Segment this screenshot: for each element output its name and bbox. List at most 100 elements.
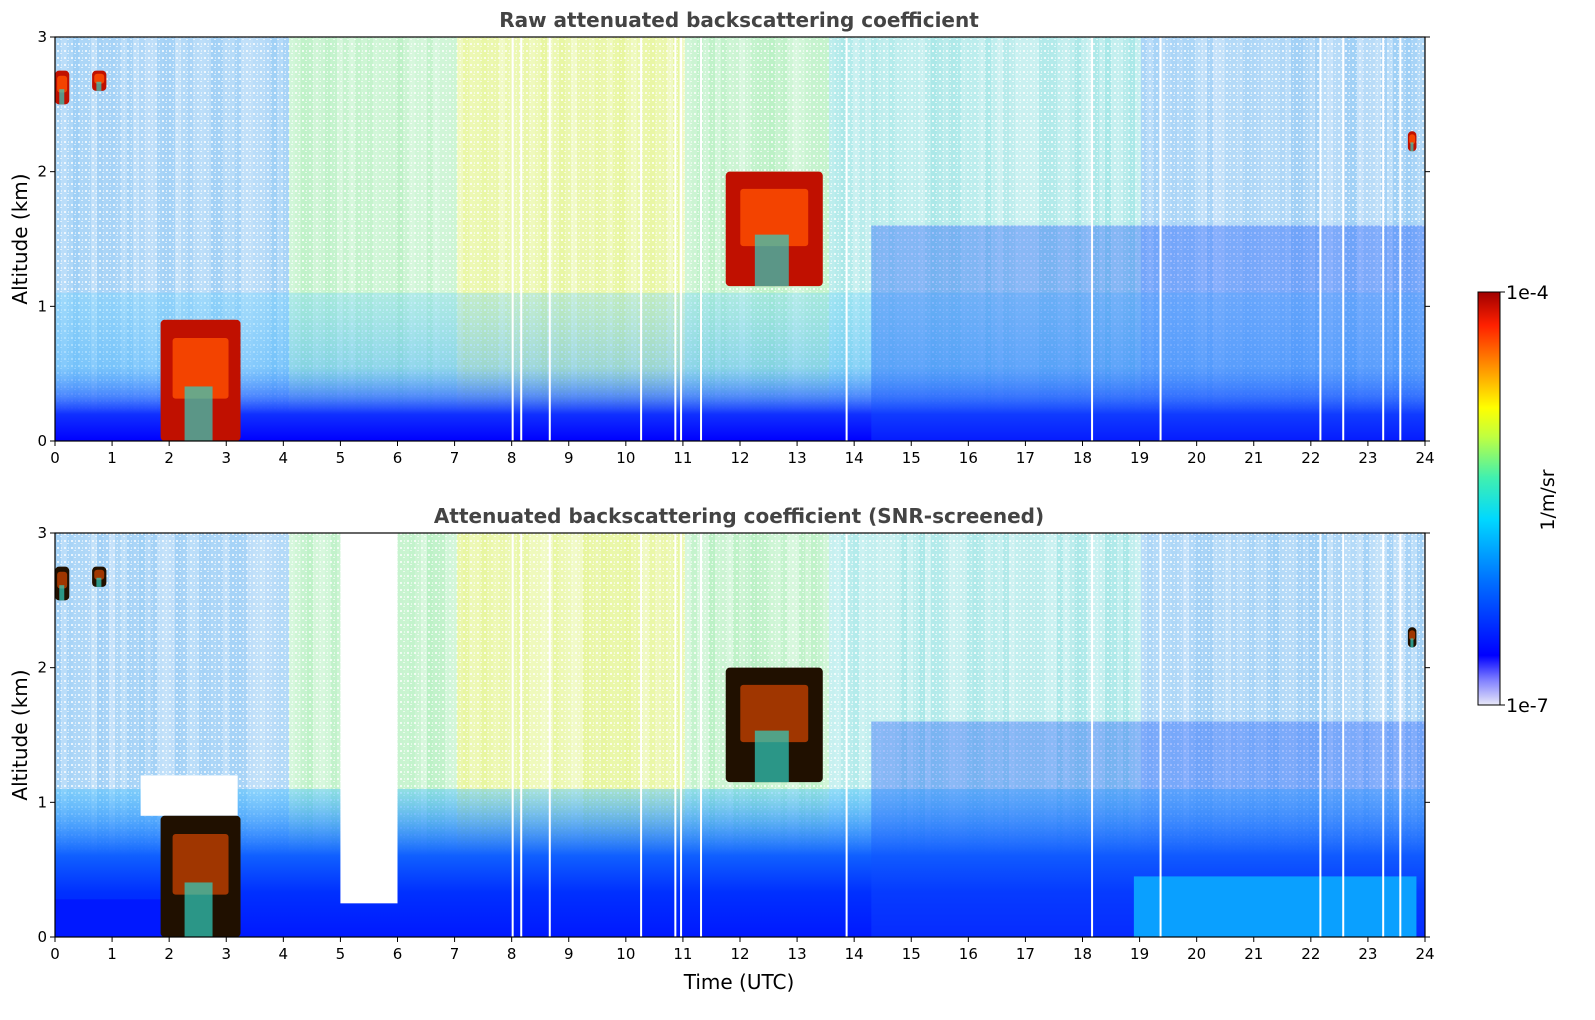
x-tick-label: 23	[1358, 945, 1377, 963]
x-tick-label: 21	[1244, 945, 1263, 963]
data-gap	[1382, 37, 1385, 441]
x-tick-label: 6	[393, 945, 403, 963]
data-gap	[520, 533, 523, 937]
cloud-feature	[1407, 627, 1417, 648]
x-tick-label: 15	[902, 945, 921, 963]
x-tick-label: 14	[845, 449, 864, 467]
data-gap	[1399, 37, 1402, 441]
x-tick-label: 16	[959, 449, 978, 467]
x-tick-label: 7	[450, 449, 460, 467]
x-tick-label: 22	[1301, 945, 1320, 963]
data-gap	[511, 533, 514, 937]
x-tick-label: 5	[336, 449, 346, 467]
data-gap	[1159, 533, 1162, 937]
data-gap	[1319, 37, 1322, 441]
x-tick-label: 3	[221, 945, 231, 963]
cloud-feature	[55, 566, 70, 601]
x-tick-label: 6	[393, 449, 403, 467]
data-gap	[511, 37, 514, 441]
data-gap	[700, 533, 703, 937]
bottom-x-ticks: 0 1 2 3 4 5 6 7 8 9 10 11 12 13 14 15 16 17 18 19 20 21 22 23 24	[50, 937, 1435, 963]
bottom-panel: 0 1 2 3 4 5 6 7 8 9 10 11 12 13 14 15 16 17 18 19 20 21 22 23 24…	[8, 504, 1435, 994]
top-backscatter-image	[55, 37, 1425, 441]
x-tick-label: 16	[959, 945, 978, 963]
cloud-feature	[160, 815, 241, 937]
cloud-feature	[725, 171, 823, 287]
mixed-layer	[871, 225, 1425, 441]
x-tick-label: 1	[107, 945, 117, 963]
data-gap	[674, 533, 677, 937]
colorbar-min-label: 1e-7	[1506, 695, 1549, 717]
cloud-feature	[55, 70, 70, 105]
x-tick-label: 22	[1301, 449, 1320, 467]
x-tick-label: 18	[1073, 945, 1092, 963]
colorbar-unit-label: 1/m/sr	[1537, 469, 1559, 530]
x-tick-label: 24	[1415, 449, 1434, 467]
data-gap	[1399, 533, 1402, 937]
x-tick-label: 8	[507, 945, 517, 963]
data-gap	[680, 37, 683, 441]
bottom-backscatter-image	[55, 533, 1425, 937]
boundary-layer	[55, 292, 1425, 441]
x-tick-label: 21	[1244, 449, 1263, 467]
bottom-y-ticks: 0 1 2 3	[37, 524, 1430, 946]
x-tick-label: 24	[1415, 945, 1434, 963]
x-tick-label: 18	[1073, 449, 1092, 467]
data-gap	[674, 37, 677, 441]
x-tick-label: 20	[1187, 945, 1206, 963]
top-x-ticks: 0 1 2 3 4 5 6 7 8 9 10 11 12 13 14 15 16 17 18 19 20 21 22 23 24	[50, 441, 1435, 467]
x-tick-label: 7	[450, 945, 460, 963]
data-gap	[700, 37, 703, 441]
data-gap	[1382, 533, 1385, 937]
screened-region	[140, 775, 238, 816]
colorbar-max-label: 1e-4	[1506, 282, 1549, 304]
top-y-ticks: 0 1 2 3	[37, 28, 1430, 450]
x-tick-label: 13	[788, 945, 807, 963]
data-gap	[1091, 533, 1094, 937]
x-tick-label: 10	[616, 449, 635, 467]
x-tick-label: 10	[616, 945, 635, 963]
colorbar: 1e-4 1e-7 1/m/sr	[1477, 282, 1559, 717]
x-tick-label: 0	[50, 449, 60, 467]
screened-region	[340, 533, 398, 904]
x-tick-label: 0	[50, 945, 60, 963]
data-gap	[1159, 37, 1162, 441]
surface-aerosol-layer	[1133, 876, 1417, 937]
cloud-feature	[725, 667, 823, 783]
x-tick-label: 12	[730, 945, 749, 963]
data-gap	[1091, 37, 1094, 441]
x-tick-label: 5	[336, 945, 346, 963]
x-axis-label: Time (UTC)	[683, 970, 795, 994]
x-tick-label: 13	[788, 449, 807, 467]
data-gap	[520, 37, 523, 441]
x-tick-label: 17	[1016, 945, 1035, 963]
data-gap	[680, 533, 683, 937]
x-tick-label: 3	[221, 449, 231, 467]
bottom-plot-title: Attenuated backscattering coefficient (S…	[434, 504, 1044, 528]
y-tick-label: 3	[37, 28, 47, 46]
data-gap	[640, 533, 643, 937]
x-tick-label: 23	[1358, 449, 1377, 467]
y-tick-label: 2	[37, 163, 47, 181]
y-tick-label: 3	[37, 524, 47, 542]
y-tick-label: 1	[37, 793, 47, 811]
cloud-feature	[160, 319, 241, 441]
low-layer	[55, 899, 164, 937]
data-gap	[1319, 533, 1322, 937]
x-tick-label: 9	[564, 449, 574, 467]
data-gap	[1342, 37, 1345, 441]
cloud-feature	[1407, 131, 1417, 152]
x-tick-label: 15	[902, 449, 921, 467]
x-tick-label: 11	[673, 945, 692, 963]
x-tick-label: 20	[1187, 449, 1206, 467]
data-gap	[845, 533, 848, 937]
colorbar-gradient	[1477, 291, 1501, 706]
x-tick-label: 19	[1130, 449, 1149, 467]
x-tick-label: 1	[107, 449, 117, 467]
x-tick-label: 9	[564, 945, 574, 963]
cloud-feature	[92, 70, 107, 91]
x-tick-label: 8	[507, 449, 517, 467]
cloud-feature	[92, 566, 107, 587]
data-gap	[1342, 533, 1345, 937]
y-tick-label: 1	[37, 297, 47, 315]
